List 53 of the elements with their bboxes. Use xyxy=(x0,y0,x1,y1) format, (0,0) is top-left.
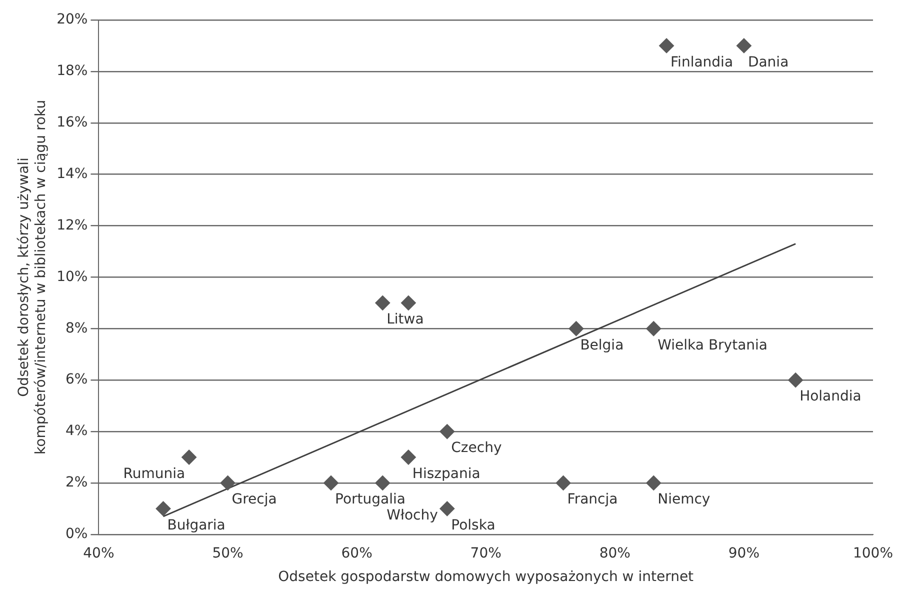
point xyxy=(375,295,390,310)
x-tick-label: 70% xyxy=(470,545,502,562)
x-tick-label: 90% xyxy=(728,545,760,562)
point xyxy=(324,475,338,490)
point xyxy=(556,475,571,490)
y-tick-label: 6% xyxy=(66,372,88,388)
y-tick-label: 14% xyxy=(56,166,88,182)
point xyxy=(736,38,752,54)
x-tick-label: 60% xyxy=(341,545,372,562)
point xyxy=(659,38,674,54)
y-axis-title: Odsetek dorosłych, którzy używali kompóterów/internetu w bibliotekach w ciągu roku xyxy=(16,100,49,454)
annotation: Wielka Brytania xyxy=(658,337,768,354)
y-tick-label: 20% xyxy=(56,12,88,28)
x-axis-title: Odsetek gospodarstw domowych wyposażonych w internet xyxy=(278,569,694,586)
annotation: Hiszpania xyxy=(412,466,480,482)
y-tick-label: 16% xyxy=(56,114,88,131)
annotation: Portugalia xyxy=(335,492,406,508)
point xyxy=(788,372,804,388)
annotation: Finlandia xyxy=(670,54,734,70)
point xyxy=(156,501,171,516)
point xyxy=(400,450,416,465)
point xyxy=(375,475,390,490)
point xyxy=(440,501,455,516)
point xyxy=(440,424,455,440)
x-tick-label: 80% xyxy=(599,545,630,562)
annotation: Litwa xyxy=(386,312,424,328)
y-tick-label: 10% xyxy=(56,268,88,285)
x-tick-label: 40% xyxy=(83,545,114,562)
annotation: Niemcy xyxy=(658,492,710,508)
annotation: Bułgaria xyxy=(167,517,226,534)
annotation: Polska xyxy=(451,517,496,534)
point xyxy=(646,321,662,336)
annotation: Belgia xyxy=(580,337,624,354)
point xyxy=(400,295,416,310)
y-tick-label: 12% xyxy=(56,217,88,234)
y-tick-label: 8% xyxy=(66,320,88,336)
annotation: Rumunia xyxy=(123,466,186,482)
y-tick-label: 4% xyxy=(66,423,88,440)
point xyxy=(646,475,662,490)
point xyxy=(220,475,236,490)
annotation: Holandia xyxy=(800,388,862,405)
annotation: Francja xyxy=(567,492,618,508)
annotation: Czechy xyxy=(451,440,502,456)
annotation: Włochy xyxy=(386,508,438,524)
annotation: Dania xyxy=(748,54,789,70)
y-tick-label: 0% xyxy=(66,526,88,542)
annotation: Grecja xyxy=(232,492,277,508)
point xyxy=(182,450,197,465)
point xyxy=(568,321,584,336)
y-tick-label: 18% xyxy=(56,63,88,80)
x-tick-label: 50% xyxy=(212,545,244,562)
y-tick-label: 2% xyxy=(66,474,88,491)
x-tick-label: 100% xyxy=(852,545,894,562)
